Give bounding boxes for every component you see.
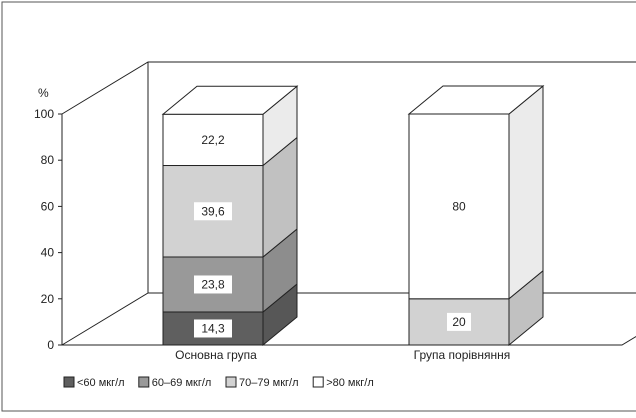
legend-swatch — [63, 376, 75, 388]
bar-top — [161, 85, 299, 115]
bar-stack: 02080 — [407, 84, 545, 347]
legend-swatch — [225, 376, 237, 388]
bar-stack: 14,3 23,8 39,6 22,2 — [161, 85, 299, 347]
legend-swatch — [138, 376, 150, 388]
bars-group: 14,323,839,622,202080 — [161, 84, 545, 347]
x-tick-label: Основна група — [175, 348, 257, 362]
legend-label: 60–69 мкг/л — [152, 377, 212, 389]
legend: <60 мкг/л 60–69 мкг/л 70–79 мкг/л >80 мкг/л — [63, 376, 374, 389]
bar-segment — [408, 113, 510, 300]
data-label-box — [194, 130, 232, 149]
data-label-box — [194, 202, 232, 221]
data-label: 22,2 — [201, 133, 225, 147]
y-tick-label: 80 — [41, 153, 55, 167]
legend-label: <60 мкг/л — [77, 377, 125, 389]
x-axis-labels: Основна група Група порівняння — [175, 348, 510, 362]
data-label: 23,8 — [201, 277, 225, 291]
y-tick-label: 40 — [41, 246, 55, 260]
data-label: 14,3 — [201, 321, 225, 335]
data-label: 20 — [452, 315, 466, 329]
y-tick-label: 100 — [34, 107, 54, 121]
legend-swatch — [312, 376, 324, 388]
y-tick-label: 20 — [41, 292, 55, 306]
y-tick-label: 60 — [41, 199, 55, 213]
y-axis-unit-label: % — [38, 86, 49, 100]
data-label-box — [447, 312, 471, 331]
legend-label: 70–79 мкг/л — [239, 377, 299, 389]
bar-segment-side — [508, 84, 544, 300]
data-label-box — [194, 319, 232, 338]
y-axis: % 0 20 40 60 80 100 — [34, 86, 62, 352]
x-tick-label: Група порівняння — [414, 348, 511, 362]
bar-top — [407, 85, 545, 115]
y-tick-label: 0 — [47, 338, 54, 352]
legend-label: >80 мкг/л — [326, 377, 374, 389]
data-label-box — [194, 275, 232, 294]
data-label: 39,6 — [201, 204, 225, 218]
data-label: 80 — [452, 199, 466, 213]
